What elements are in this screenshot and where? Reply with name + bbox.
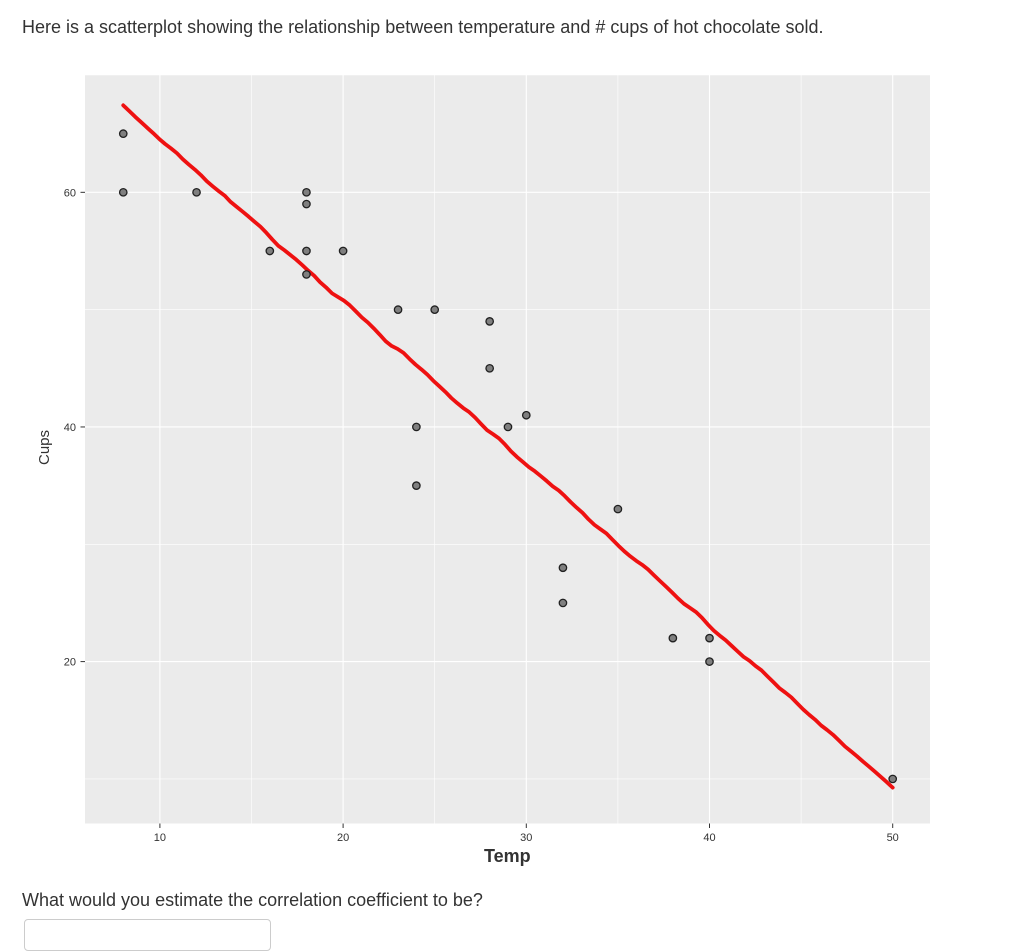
svg-text:20: 20	[64, 657, 76, 669]
svg-text:60: 60	[64, 187, 76, 199]
svg-text:20: 20	[337, 832, 349, 844]
svg-text:40: 40	[703, 832, 715, 844]
svg-text:50: 50	[887, 832, 899, 844]
svg-text:10: 10	[154, 832, 166, 844]
svg-text:30: 30	[520, 832, 532, 844]
svg-text:40: 40	[64, 422, 76, 434]
